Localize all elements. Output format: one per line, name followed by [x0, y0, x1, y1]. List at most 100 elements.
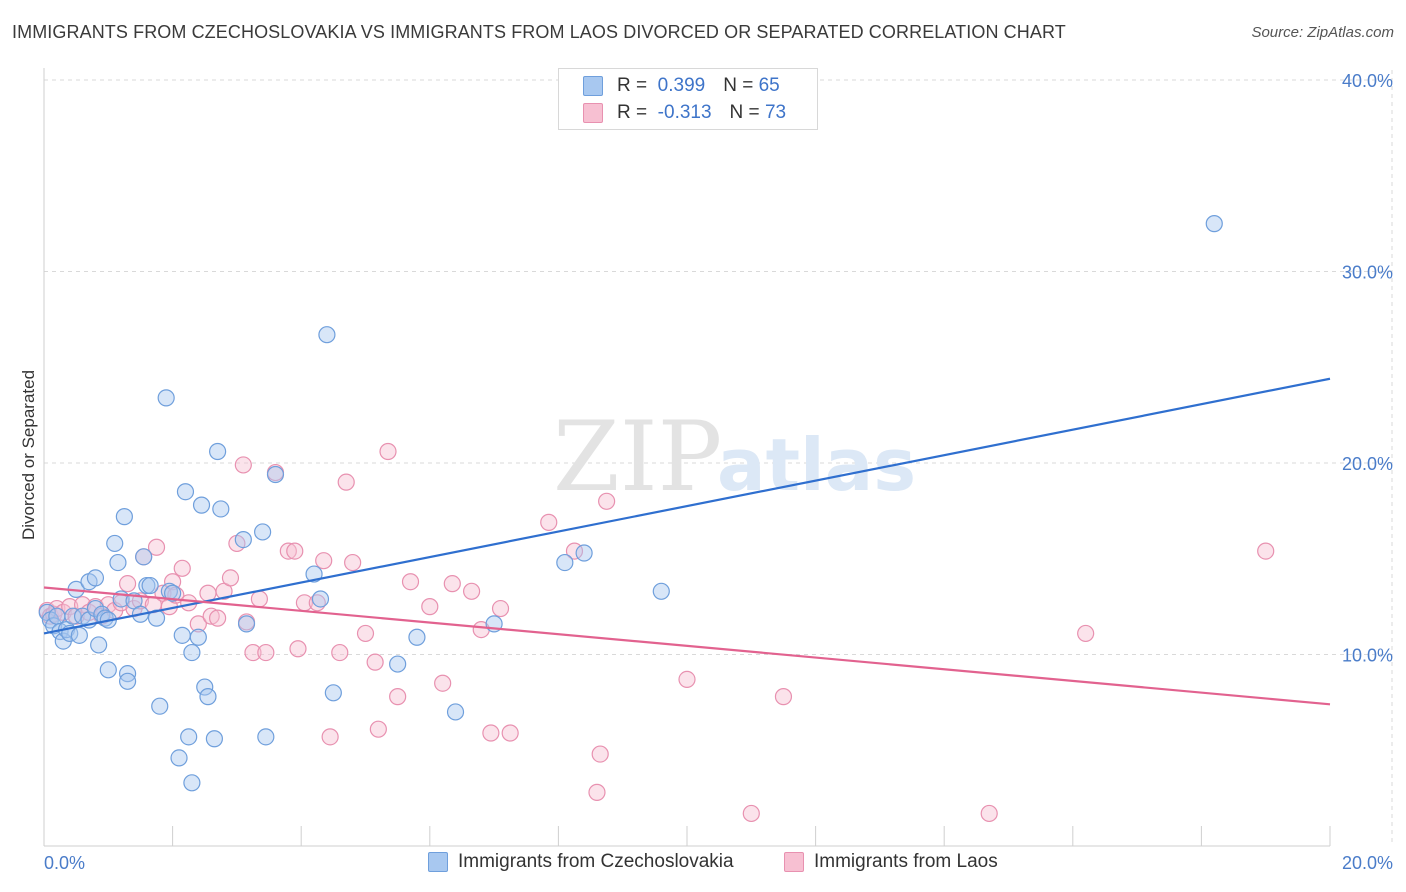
legend-row-czech: R = 0.399 N = 65 [583, 73, 780, 99]
laos-point [1077, 624, 1095, 643]
laos-point [491, 599, 510, 618]
laos-point [421, 598, 439, 616]
laos-point [389, 688, 407, 706]
laos-point [331, 643, 349, 662]
laos-point [61, 598, 79, 616]
laos-point [147, 538, 166, 556]
laos-point [434, 674, 452, 692]
czech-point [109, 553, 127, 572]
czech-point [180, 728, 198, 746]
legend-r-label: R = [617, 75, 648, 96]
laos-point [337, 473, 355, 491]
czech-point [1205, 215, 1223, 233]
legend-n-label: N = [723, 75, 754, 96]
czech-point [86, 569, 105, 587]
trend-lines [43, 377, 1331, 706]
source-label: Source: ZipAtlas.com [1251, 24, 1394, 41]
correlation-legend: R = 0.399 N = 65 R = -0.313 N = 73 [558, 68, 818, 130]
laos-point [257, 643, 275, 662]
laos-point [598, 492, 616, 510]
laos-point [742, 804, 760, 823]
czech-trend-line [43, 377, 1331, 635]
czech-point [205, 730, 223, 748]
laos-point [344, 553, 362, 572]
czech-point [70, 626, 88, 644]
grid-lines [44, 70, 1393, 846]
laos-point [289, 640, 307, 658]
czech-point [318, 326, 336, 344]
czech-point [151, 697, 169, 715]
laos-point [221, 569, 240, 587]
laos-point [501, 724, 519, 742]
czech-point [266, 465, 285, 484]
laos-point [244, 643, 262, 662]
axes [43, 68, 1331, 847]
czech-point [311, 590, 330, 608]
czech-point [556, 553, 574, 572]
laos-point [321, 728, 339, 746]
czech-point [183, 643, 201, 662]
laos-point [173, 559, 191, 577]
legend-swatch-czech [583, 76, 603, 96]
legend-n-value: 65 [758, 75, 780, 96]
tick-labels: 10.0% 20.0% 30.0% 40.0% 0.0% 20.0% [44, 71, 1393, 873]
czech-point [257, 728, 275, 746]
laos-point [1257, 542, 1275, 560]
czech-point [196, 678, 214, 696]
y-tick-label: 10.0% [1342, 646, 1393, 666]
czech-point [212, 500, 230, 518]
laos-point [250, 590, 269, 608]
czech-point [446, 703, 465, 721]
laos-point [379, 442, 397, 461]
czech-point [90, 636, 108, 654]
legend-swatch-czech [428, 852, 448, 872]
x-tick-label: 20.0% [1342, 853, 1393, 873]
laos-point [678, 670, 696, 688]
laos-point [774, 688, 793, 706]
legend-item-laos: Immigrants from Laos [784, 851, 998, 873]
laos-point [315, 552, 333, 570]
laos-point [234, 456, 252, 474]
czech-point [575, 544, 593, 562]
czech-point [189, 628, 207, 646]
laos-point [279, 542, 297, 560]
y-axis-label: Divorced or Separated [19, 370, 38, 540]
legend-label-czech: Immigrants from Czechoslovakia [458, 851, 734, 872]
czech-point [118, 672, 137, 690]
czech-point [199, 688, 217, 706]
legend-row-laos: R = -0.313 N = 73 [583, 100, 786, 126]
czech-point [106, 534, 124, 553]
laos-point [588, 783, 606, 801]
laos-point [366, 653, 384, 671]
czech-point [209, 442, 227, 461]
legend-r-value: 0.399 [657, 75, 706, 96]
legend-label-laos: Immigrants from Laos [814, 851, 998, 872]
legend-r-value: -0.313 [657, 102, 712, 123]
czech-point [183, 774, 201, 792]
czech-point [164, 584, 182, 602]
laos-point [443, 575, 461, 593]
czech-point [173, 626, 191, 644]
x-tick-label: 0.0% [44, 853, 85, 873]
czech-point [170, 749, 188, 767]
legend-n-value: 73 [764, 102, 787, 123]
y-tick-label: 40.0% [1342, 71, 1393, 91]
watermark-zip: ZIP [553, 401, 722, 513]
czech-point [99, 661, 117, 679]
czech-point [176, 483, 195, 501]
series-czech-points [38, 215, 1223, 792]
legend-item-czech: Immigrants from Czechoslovakia [428, 851, 734, 873]
legend-swatch-laos [583, 103, 603, 123]
czech-point [254, 523, 272, 541]
czech-point [408, 628, 426, 646]
czech-point [237, 615, 256, 633]
laos-point [591, 745, 609, 763]
czech-point [48, 607, 66, 625]
chart-title: IMMIGRANTS FROM CZECHOSLOVAKIA VS IMMIGR… [12, 22, 1066, 42]
czech-point [115, 508, 133, 526]
legend-swatch-laos [784, 852, 804, 872]
czech-point [192, 496, 211, 514]
laos-point [401, 573, 420, 591]
laos-point [356, 624, 375, 643]
